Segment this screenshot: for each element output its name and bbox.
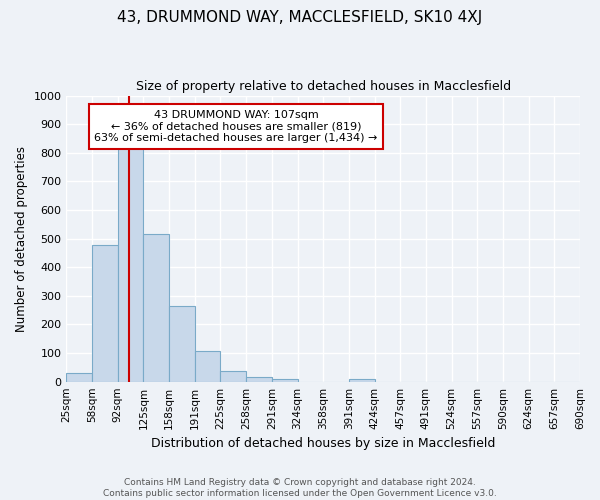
Bar <box>143 234 169 382</box>
Bar <box>272 379 298 382</box>
Bar <box>220 371 246 382</box>
Bar <box>67 373 92 382</box>
Bar <box>169 306 195 382</box>
Y-axis label: Number of detached properties: Number of detached properties <box>15 146 28 332</box>
Bar <box>246 376 272 382</box>
Title: Size of property relative to detached houses in Macclesfield: Size of property relative to detached ho… <box>136 80 511 93</box>
Bar <box>118 147 143 382</box>
Text: 43, DRUMMOND WAY, MACCLESFIELD, SK10 4XJ: 43, DRUMMOND WAY, MACCLESFIELD, SK10 4XJ <box>118 10 482 25</box>
Text: Contains HM Land Registry data © Crown copyright and database right 2024.
Contai: Contains HM Land Registry data © Crown c… <box>103 478 497 498</box>
Bar <box>92 245 118 382</box>
Text: 43 DRUMMOND WAY: 107sqm
← 36% of detached houses are smaller (819)
63% of semi-d: 43 DRUMMOND WAY: 107sqm ← 36% of detache… <box>94 110 377 143</box>
Bar <box>195 351 220 382</box>
Bar <box>349 379 374 382</box>
X-axis label: Distribution of detached houses by size in Macclesfield: Distribution of detached houses by size … <box>151 437 496 450</box>
